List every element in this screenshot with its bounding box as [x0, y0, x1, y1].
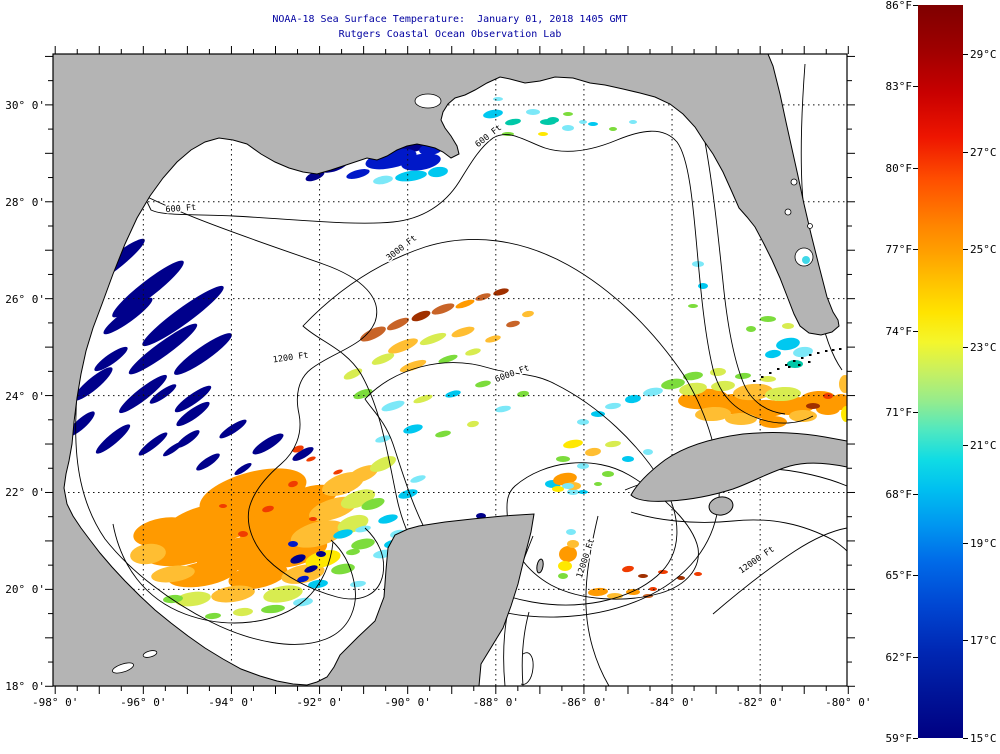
map-title: NOAA-18 Sea Surface Temperature: January… [272, 14, 628, 25]
temperature-colorbar [918, 5, 963, 738]
colorbar-celsius-label: 23°C [970, 341, 997, 355]
colorbar-fahrenheit-label: 74°F [885, 324, 913, 338]
colorbar-tick [913, 412, 918, 414]
colorbar-tick [913, 249, 918, 251]
colorbar-tick [963, 738, 968, 739]
colorbar-tick [913, 5, 918, 6]
lon-tick-label: -94° 0' [208, 696, 255, 709]
colorbar-fahrenheit-label: 65°F [885, 569, 913, 583]
lat-tick-label: 20° 0' [5, 583, 45, 597]
colorbar-tick [963, 53, 968, 55]
lon-tick-label: -86° 0' [560, 696, 608, 709]
lat-tick-label: 26° 0' [5, 292, 45, 306]
lon-tick-label: -98° 0' [32, 696, 79, 709]
colorbar-tick [963, 444, 968, 446]
lon-tick-label: -92° 0' [296, 696, 343, 709]
colorbar-fahrenheit-label: 62°F [885, 650, 913, 664]
colorbar-tick [913, 656, 918, 658]
colorbar-celsius-label: 25°C [970, 243, 997, 257]
lat-tick-label: 30° 0' [5, 98, 45, 112]
florida-keys [753, 348, 842, 382]
colorbar-fahrenheit-label: 71°F [885, 406, 913, 420]
map-subtitle: Rutgers Coastal Ocean Observation Lab [338, 29, 562, 40]
colorbar-celsius-label: 17°C [970, 634, 997, 648]
land-masses [53, 54, 847, 686]
colorbar-tick [963, 542, 968, 544]
svg-text:600 Ft: 600 Ft [165, 203, 196, 215]
cuba [630, 432, 847, 502]
lat-tick-label: 24° 0' [5, 389, 45, 403]
colorbar-fahrenheit-label: 86°F [885, 0, 913, 12]
colorbar-fahrenheit-label: 77°F [885, 243, 913, 257]
lon-tick-label: -88° 0' [472, 696, 519, 709]
colorbar-tick [913, 493, 918, 495]
colorbar-tick [913, 167, 918, 169]
colorbar-tick [963, 640, 968, 642]
mainland-coast [53, 54, 840, 686]
colorbar-tick [913, 330, 918, 332]
colorbar-tick [963, 151, 968, 153]
lat-tick-label: 18° 0' [5, 680, 45, 694]
colorbar-tick [913, 738, 918, 739]
colorbar-fahrenheit-label: 83°F [885, 80, 913, 94]
lon-tick-label: -80° 0' [825, 696, 872, 709]
colorbar-celsius-label: 19°C [970, 536, 997, 550]
colorbar-tick [963, 249, 968, 251]
colorbar-tick [963, 347, 968, 349]
colorbar-fahrenheit-label: 80°F [885, 161, 913, 175]
lon-tick-label: -82° 0' [736, 696, 784, 709]
colorbar-celsius-label: 27°C [970, 145, 997, 159]
colorbar-celsius-label: 21°C [970, 438, 997, 452]
colorbar-tick [913, 86, 918, 88]
colorbar-celsius-label: 29°C [970, 47, 997, 61]
lon-tick-label: -84° 0' [648, 696, 696, 709]
colorbar-fahrenheit-label: 59°F [885, 732, 913, 745]
lakes [112, 93, 814, 674]
lat-tick-label: 22° 0' [5, 486, 45, 500]
lat-tick-label: 28° 0' [5, 195, 45, 209]
axis-ticks [45, 46, 855, 694]
lon-tick-label: -96° 0' [120, 696, 167, 709]
lon-tick-label: -90° 0' [384, 696, 431, 709]
colorbar-celsius-label: 15°C [970, 732, 997, 745]
colorbar-tick [913, 575, 918, 577]
colorbar-fahrenheit-label: 68°F [885, 487, 913, 501]
